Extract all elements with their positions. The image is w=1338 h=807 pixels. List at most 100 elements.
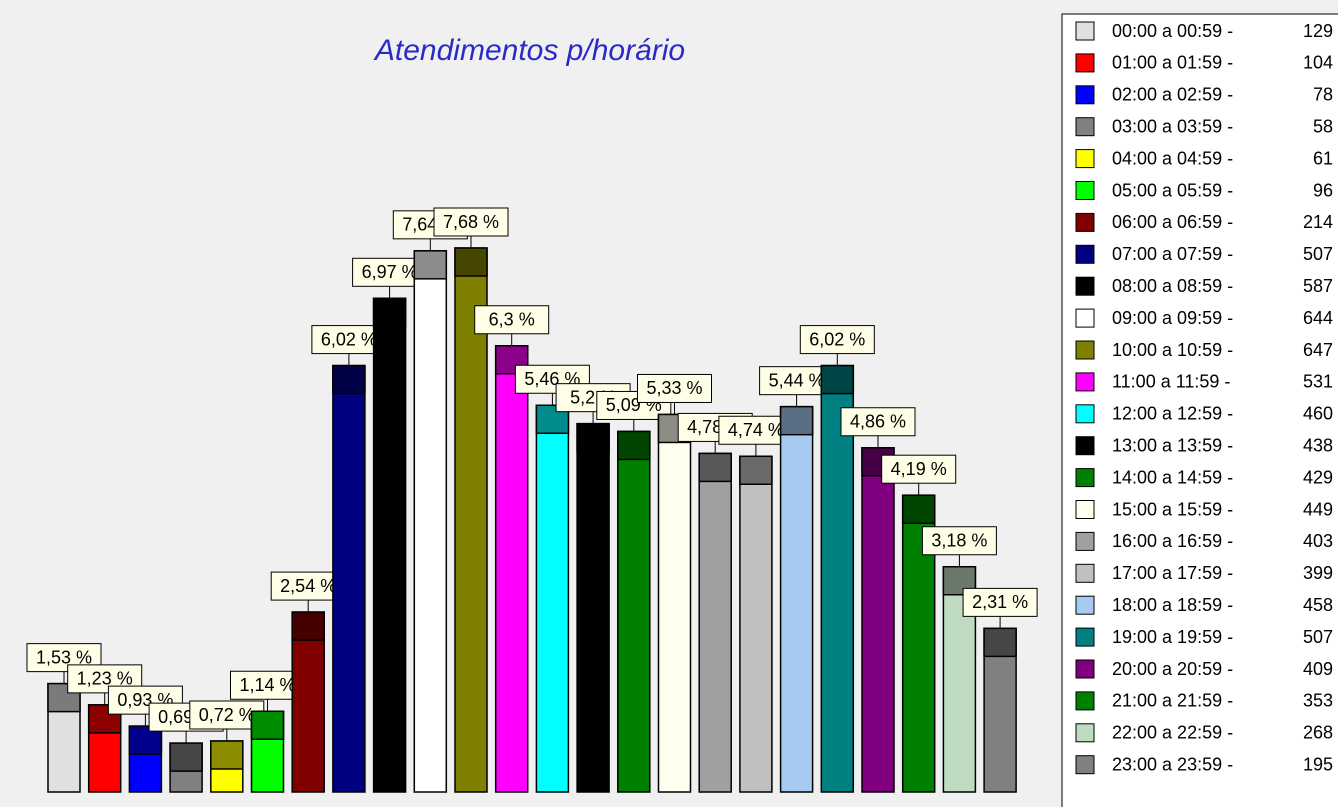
- bar-top: [617, 430, 651, 461]
- data-label: 0,72 %: [199, 705, 255, 725]
- legend-label: 21:00 a 21:59 -: [1112, 691, 1233, 711]
- legend-swatch: [1075, 436, 1095, 456]
- legend-swatch: [1075, 723, 1095, 743]
- legend-swatch: [1075, 85, 1095, 105]
- legend-count: 58: [1313, 116, 1333, 136]
- legend-label: 14:00 a 14:59 -: [1112, 467, 1233, 487]
- legend-swatch: [1075, 21, 1095, 41]
- bar: [779, 405, 814, 793]
- legend-count: 409: [1303, 659, 1333, 679]
- label-box: [799, 325, 875, 355]
- bar-top: [169, 742, 203, 772]
- legend-swatch: [1075, 181, 1095, 200]
- bar: [494, 345, 529, 793]
- legend-count: 195: [1303, 754, 1333, 774]
- bar: [820, 364, 855, 793]
- legend-label: 01:00 a 01:59 -: [1112, 53, 1233, 73]
- data-label: 5,33 %: [646, 378, 702, 398]
- label-box: [921, 526, 997, 556]
- bar-top: [820, 364, 855, 395]
- bar: [698, 452, 732, 793]
- legend-swatch: [1075, 117, 1095, 137]
- legend-count: 647: [1303, 340, 1333, 360]
- legend-swatch: [1075, 531, 1095, 551]
- legend-swatch: [1075, 404, 1095, 424]
- legend-label: 23:00 a 23:59 -: [1112, 754, 1233, 774]
- label-box: [637, 373, 712, 403]
- legend-count: 460: [1303, 404, 1333, 424]
- legend-label: 09:00 a 09:59 -: [1112, 308, 1233, 328]
- data-label: 4,86 %: [850, 412, 906, 432]
- legend-count: 214: [1303, 212, 1333, 232]
- legend-count: 587: [1303, 276, 1333, 296]
- label-box: [474, 305, 550, 335]
- legend-count: 507: [1303, 627, 1333, 647]
- bar-top: [779, 405, 814, 436]
- data-label: 5,44 %: [769, 370, 825, 390]
- bar: [454, 247, 488, 793]
- data-label: 2,31 %: [972, 592, 1028, 612]
- legend-swatch: [1075, 659, 1095, 679]
- legend-label: 03:00 a 03:59 -: [1112, 116, 1233, 136]
- label-box: [67, 664, 143, 694]
- data-label: 4,74 %: [728, 420, 784, 440]
- legend-swatch: [1075, 563, 1095, 583]
- bar-top: [576, 422, 610, 453]
- data-label: 6,3 %: [489, 310, 535, 330]
- bar: [291, 611, 325, 793]
- legend-swatch: [1075, 340, 1095, 360]
- legend-swatch: [1075, 149, 1095, 169]
- bar: [535, 404, 570, 793]
- bar-top: [739, 455, 773, 485]
- bar-top: [291, 611, 325, 641]
- legend-label: 19:00 a 19:59 -: [1112, 627, 1233, 647]
- legend-swatch: [1075, 212, 1095, 232]
- legend-label: 12:00 a 12:59 -: [1112, 404, 1233, 424]
- legend-swatch: [1075, 691, 1095, 711]
- label-box: [433, 207, 509, 237]
- bar: [332, 364, 366, 793]
- legend-count: 644: [1303, 308, 1333, 328]
- legend-count: 268: [1303, 723, 1333, 743]
- bar: [413, 250, 448, 793]
- data-label: 2,54 %: [280, 576, 336, 596]
- data-label: 4,19 %: [891, 459, 947, 479]
- legend-count: 449: [1303, 499, 1333, 519]
- bar: [861, 447, 895, 793]
- data-label: 6,02 %: [809, 329, 865, 349]
- legend-box: [1061, 13, 1338, 807]
- bar-top: [250, 710, 285, 740]
- bar-top: [372, 297, 407, 328]
- legend-count: 429: [1303, 467, 1333, 487]
- legend-label: 22:00 a 22:59 -: [1112, 723, 1233, 743]
- legend-swatch: [1075, 755, 1095, 775]
- bar-top: [128, 725, 163, 755]
- legend-label: 18:00 a 18:59 -: [1112, 595, 1233, 615]
- legend-swatch: [1075, 627, 1095, 647]
- legend-count: 96: [1313, 180, 1333, 200]
- legend-label: 04:00 a 04:59 -: [1112, 148, 1233, 168]
- legend-label: 02:00 a 02:59 -: [1112, 85, 1233, 105]
- label-box: [840, 407, 916, 437]
- chart-title: Atendimentos p/horário: [373, 34, 685, 67]
- data-label: 1,14 %: [239, 675, 295, 695]
- legend-swatch: [1075, 595, 1095, 615]
- legend-label: 16:00 a 16:59 -: [1112, 531, 1233, 551]
- legend-count: 438: [1303, 435, 1333, 455]
- legend-swatch: [1075, 308, 1095, 328]
- data-label: 1,23 %: [77, 669, 133, 689]
- bar-top: [454, 247, 488, 277]
- data-label: 1,53 %: [36, 647, 92, 667]
- bar-top: [901, 494, 936, 524]
- legend-swatch: [1075, 500, 1095, 519]
- legend-swatch: [1075, 244, 1095, 264]
- legend-count: 353: [1303, 691, 1333, 711]
- bar-top: [87, 704, 122, 734]
- bar: [372, 297, 407, 793]
- bar: [576, 422, 610, 793]
- bar: [617, 430, 651, 793]
- bar-top: [983, 627, 1017, 658]
- data-label: 6,97 %: [362, 262, 418, 282]
- legend-count: 129: [1303, 21, 1333, 41]
